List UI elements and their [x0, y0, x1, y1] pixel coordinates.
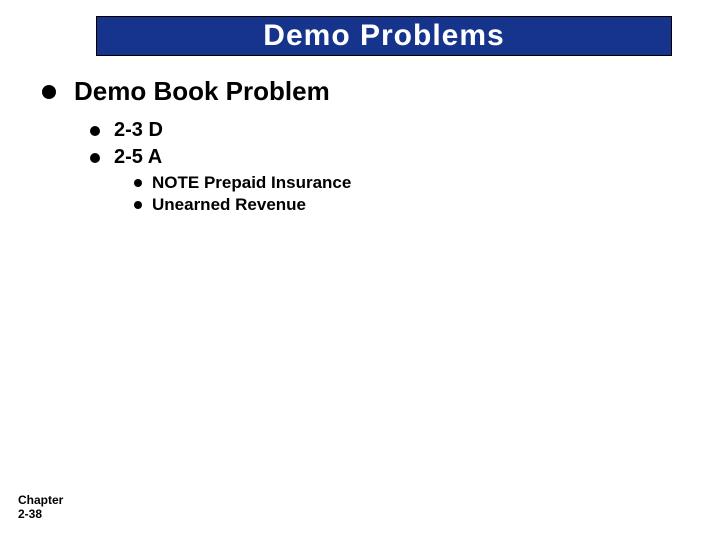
slide-body: Demo Book Problem 2-3 D 2-5 A NOTE Prepa… — [42, 76, 351, 217]
bullet-level3-group: NOTE Prepaid Insurance Unearned Revenue — [134, 173, 351, 215]
bullet-level2-text: 2-3 D — [114, 119, 163, 142]
bullet-level1-text: Demo Book Problem — [74, 76, 330, 107]
bullet-icon — [90, 153, 100, 163]
bullet-level3-text: NOTE Prepaid Insurance — [152, 173, 351, 193]
footer-page-number: 2-38 — [18, 508, 63, 522]
bullet-level3: NOTE Prepaid Insurance — [134, 173, 351, 193]
bullet-level2: 2-3 D — [90, 119, 351, 142]
bullet-icon — [134, 179, 142, 187]
bullet-level3: Unearned Revenue — [134, 195, 351, 215]
bullet-level2: 2-5 A — [90, 146, 351, 169]
bullet-icon — [42, 85, 56, 99]
title-bar: Demo Problems — [96, 16, 672, 56]
footer-chapter-label: Chapter — [18, 494, 63, 508]
bullet-icon — [134, 201, 142, 209]
bullet-level1: Demo Book Problem — [42, 76, 351, 107]
slide-footer: Chapter 2-38 — [18, 494, 63, 522]
slide-title: Demo Problems — [263, 19, 504, 53]
bullet-level2-text: 2-5 A — [114, 146, 162, 169]
bullet-level2-group: 2-3 D 2-5 A NOTE Prepaid Insurance Unear… — [90, 119, 351, 215]
bullet-icon — [90, 126, 100, 136]
bullet-level3-text: Unearned Revenue — [152, 195, 306, 215]
